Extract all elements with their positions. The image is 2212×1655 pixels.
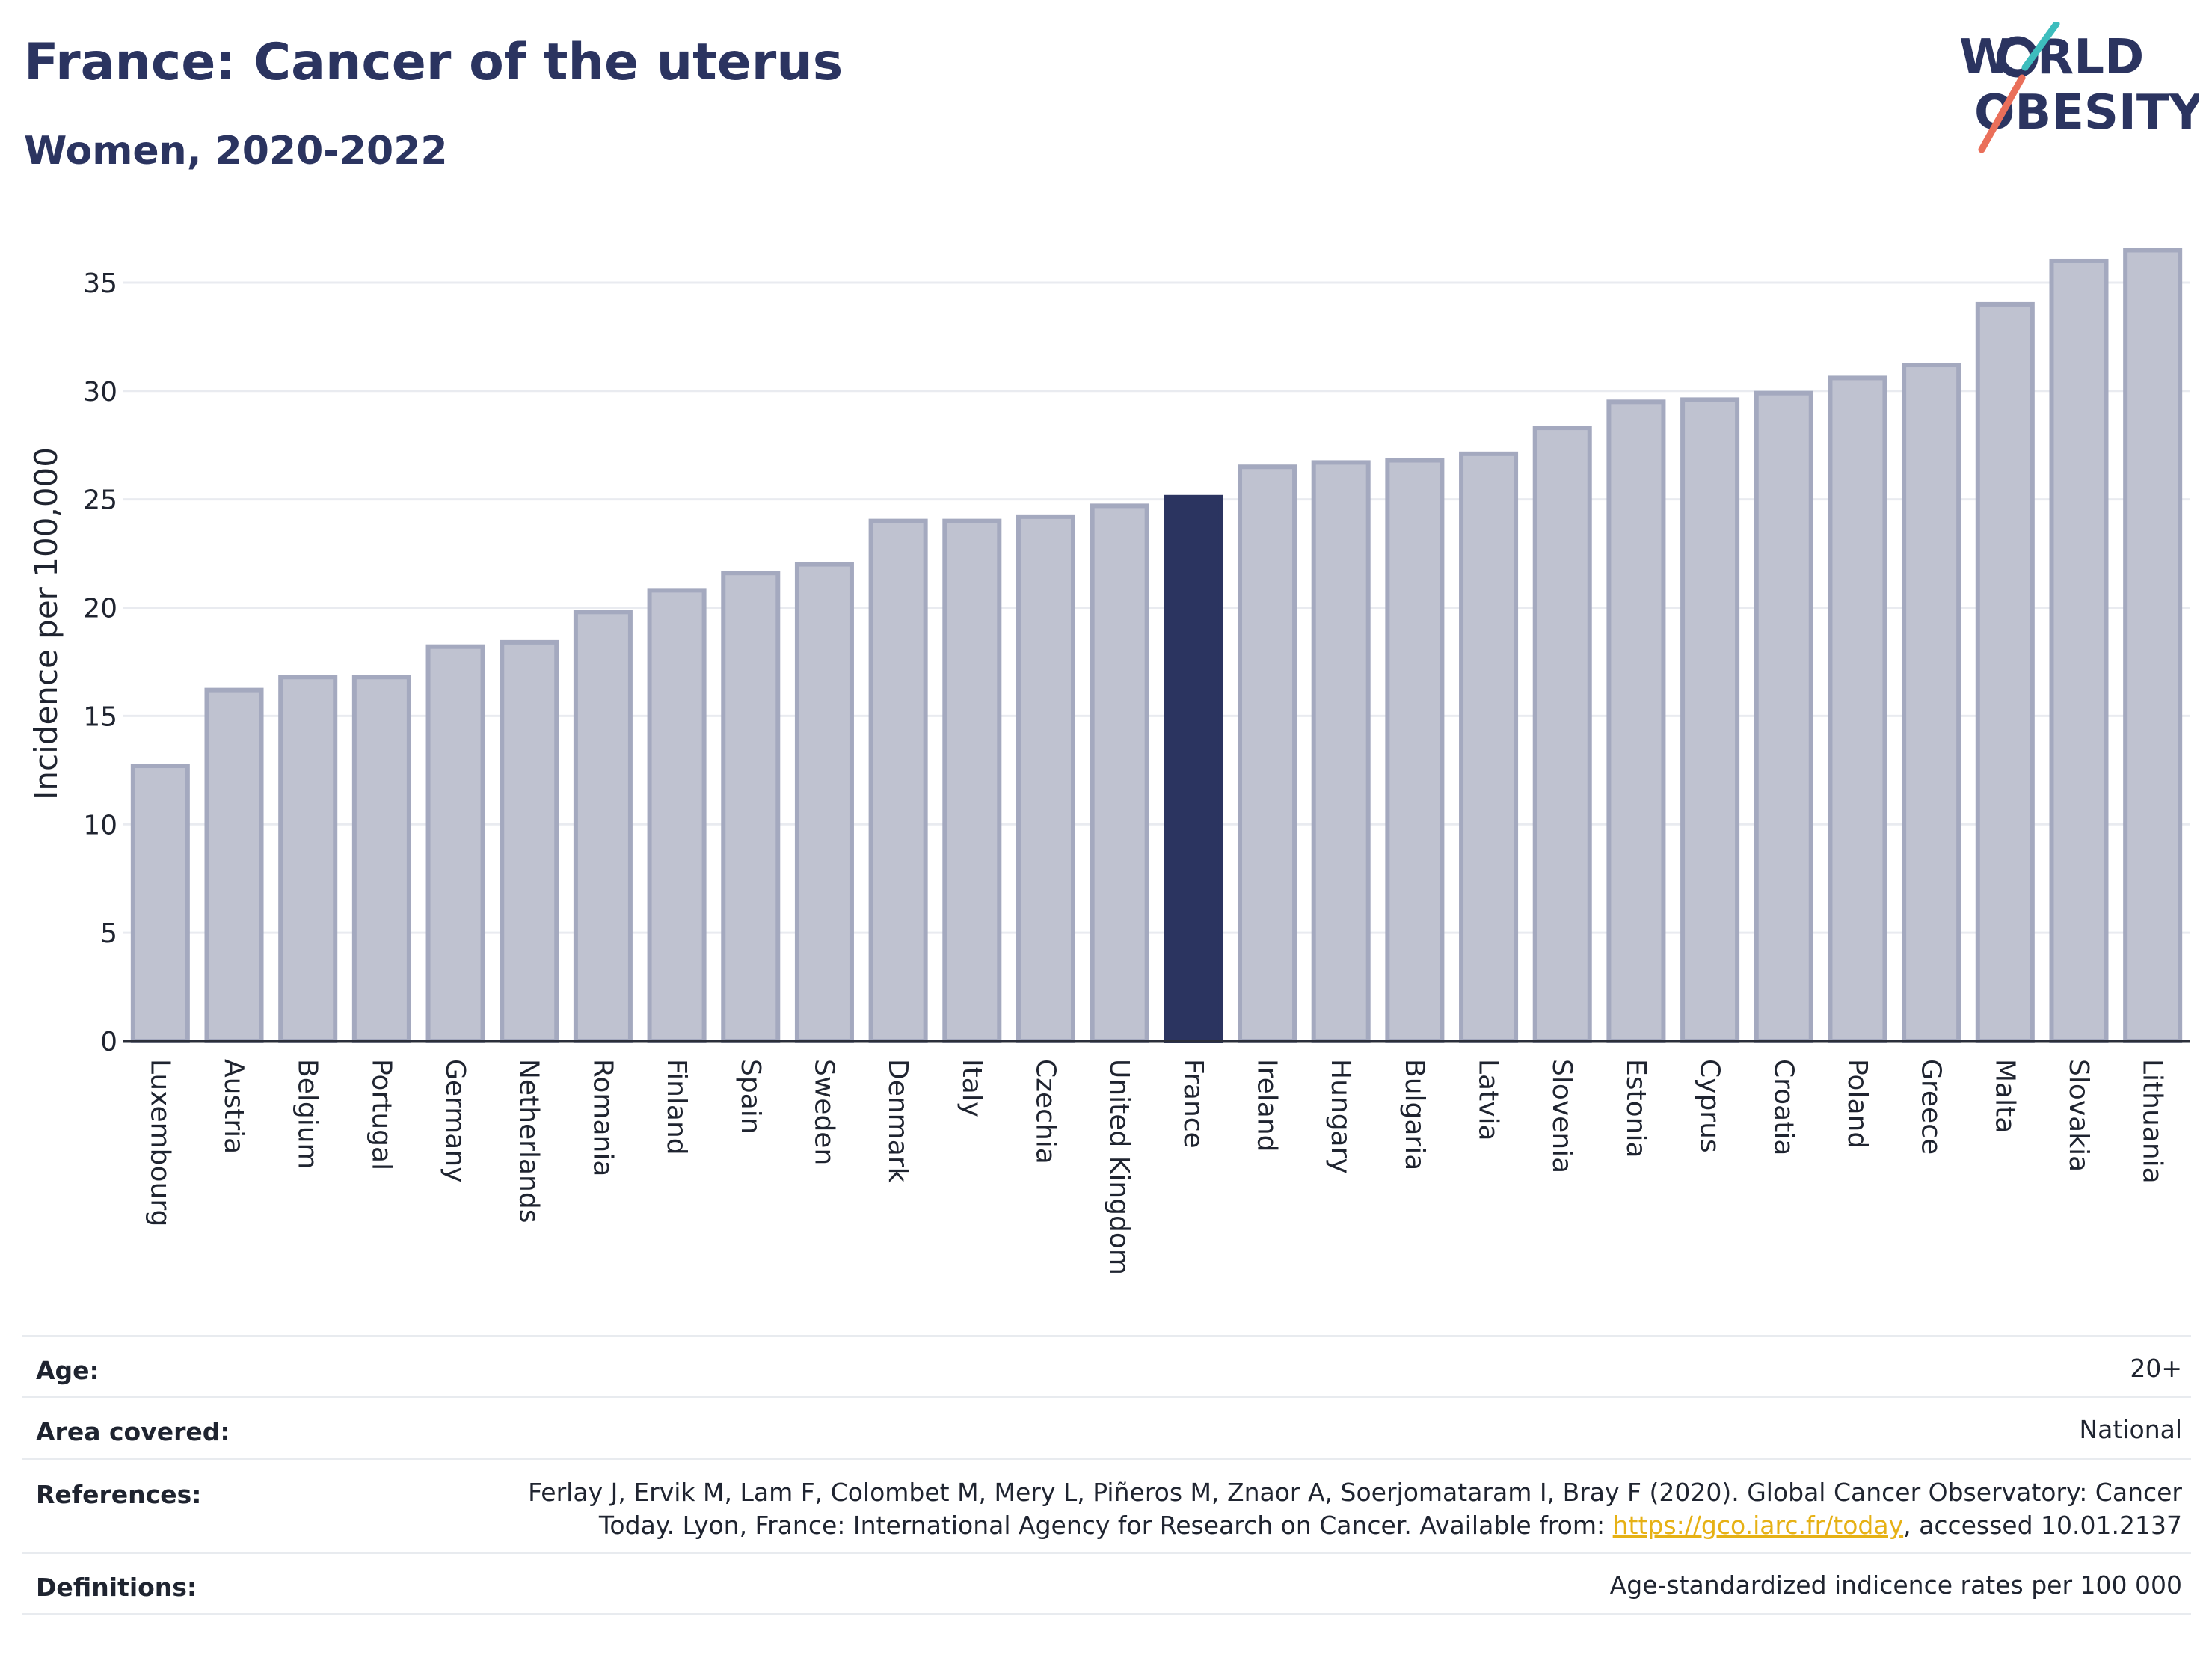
info-row-area: Area covered: National — [22, 1396, 2191, 1458]
area-value: National — [2079, 1415, 2182, 1444]
bar-hungary — [1311, 460, 1371, 1043]
references-line-2-end: , accessed 10.01.2137 — [1903, 1511, 2182, 1540]
references-link[interactable]: https://gco.iarc.fr/today — [1612, 1511, 1904, 1540]
bar-spain — [721, 571, 781, 1043]
y-tick-label: 35 — [83, 268, 117, 299]
info-table-bottom-border — [22, 1613, 2191, 1615]
logo-slash-coral — [1978, 74, 2026, 153]
bar-cyprus — [1680, 397, 1740, 1043]
references-line-2-start: Today. Lyon, France: International Agenc… — [598, 1511, 1613, 1540]
x-tick-label: France — [1178, 1059, 1208, 1149]
bar-france — [1164, 494, 1223, 1043]
x-tick-label: Netherlands — [514, 1059, 544, 1223]
bar-slovakia — [2049, 258, 2109, 1043]
x-axis-ticks: Luxembourg Austria Belgium Portugal Germany N… — [144, 1059, 2167, 1275]
x-tick-label: Belgium — [292, 1059, 323, 1170]
references-line-2: Today. Lyon, France: International Agenc… — [528, 1509, 2182, 1542]
info-row-references: References: Ferlay J, Ervik M, Lam F, Co… — [22, 1458, 2191, 1553]
y-tick-label: 0 — [100, 1027, 117, 1057]
bar-united-kingdom — [1090, 503, 1149, 1043]
bar-lithuania — [2123, 248, 2183, 1044]
x-tick-label: Estonia — [1620, 1059, 1651, 1158]
y-tick-label: 10 — [83, 810, 117, 841]
y-tick-label: 30 — [83, 377, 117, 408]
x-tick-label: Germany — [440, 1059, 470, 1182]
x-tick-label: Slovakia — [2063, 1059, 2094, 1172]
y-tick-label: 5 — [100, 918, 117, 949]
y-tick-label: 20 — [83, 594, 117, 624]
x-tick-label: Finland — [661, 1059, 692, 1155]
definitions-value: Age-standardized indicence rates per 100… — [1609, 1570, 2182, 1600]
references-value: Ferlay J, Ervik M, Lam F, Colombet M, Me… — [528, 1476, 2182, 1542]
definitions-label: Definitions: — [36, 1573, 197, 1602]
bar-luxembourg — [130, 764, 190, 1043]
chart-title: France: Cancer of the uterus — [24, 33, 844, 92]
x-tick-label: Denmark — [882, 1059, 913, 1183]
bar-portugal — [351, 675, 411, 1043]
y-tick-label: 15 — [83, 701, 117, 732]
bar-denmark — [868, 518, 928, 1043]
bar-poland — [1828, 375, 1887, 1044]
x-tick-label: United Kingdom — [1104, 1059, 1134, 1275]
bar-greece — [1902, 363, 1961, 1044]
x-tick-label: Spain — [735, 1059, 766, 1134]
bar-slovenia — [1532, 426, 1592, 1043]
bar-austria — [204, 687, 264, 1043]
bar-bulgaria — [1385, 458, 1445, 1043]
bar-chart: 0 5 10 15 20 25 30 35 Luxembourg Austria Belgium P… — [28, 248, 2190, 1275]
bar-netherlands — [500, 639, 559, 1043]
y-axis-ticks: 0 5 10 15 20 25 30 35 — [83, 268, 117, 1057]
x-tick-label: Czechia — [1030, 1059, 1060, 1164]
bar-sweden — [794, 562, 854, 1043]
bar-italy — [942, 518, 1002, 1043]
age-label: Age: — [36, 1356, 99, 1385]
world-obesity-logo: W RLD OBESITY — [1959, 22, 2199, 153]
x-tick-label: Cyprus — [1695, 1059, 1725, 1153]
x-tick-label: Ireland — [1252, 1059, 1282, 1152]
age-value: 20+ — [2130, 1354, 2182, 1383]
x-tick-label: Lithuania — [2137, 1059, 2168, 1184]
x-tick-label: Latvia — [1473, 1059, 1504, 1141]
logo-slash-teal — [2021, 22, 2060, 71]
chart-bars — [130, 248, 2183, 1044]
bar-belgium — [278, 675, 338, 1043]
bar-estonia — [1606, 399, 1666, 1043]
y-axis-label: Incidence per 100,000 — [28, 447, 64, 800]
x-tick-label: Portugal — [366, 1059, 396, 1170]
x-tick-label: Romania — [587, 1059, 618, 1176]
x-tick-label: Luxembourg — [144, 1059, 175, 1226]
logo-text-rld: RLD — [2037, 30, 2144, 85]
bar-czechia — [1016, 514, 1075, 1043]
bar-ireland — [1238, 464, 1297, 1043]
bar-finland — [647, 588, 707, 1043]
bar-latvia — [1459, 451, 1519, 1043]
x-tick-label: Poland — [1842, 1059, 1872, 1149]
y-tick-label: 25 — [83, 485, 117, 516]
bar-germany — [425, 644, 485, 1043]
x-tick-label: Croatia — [1768, 1059, 1798, 1155]
bar-malta — [1975, 301, 2035, 1043]
x-tick-label: Bulgaria — [1399, 1059, 1430, 1170]
chart-subtitle: Women, 2020-2022 — [24, 129, 448, 174]
area-label: Area covered: — [36, 1417, 230, 1446]
info-row-definitions: Definitions: Age-standardized indicence … — [22, 1552, 2191, 1614]
bar-romania — [573, 610, 633, 1043]
x-tick-label: Austria — [218, 1059, 249, 1154]
x-tick-label: Slovenia — [1546, 1059, 1577, 1173]
bar-croatia — [1754, 390, 1813, 1043]
x-tick-label: Greece — [1916, 1059, 1947, 1155]
x-tick-label: Malta — [1989, 1059, 2020, 1133]
references-label: References: — [36, 1480, 202, 1509]
x-tick-label: Italy — [956, 1059, 987, 1117]
x-tick-label: Hungary — [1325, 1059, 1356, 1174]
info-row-age: Age: 20+ — [22, 1335, 2191, 1397]
x-tick-label: Sweden — [808, 1059, 839, 1165]
references-line-1: Ferlay J, Ervik M, Lam F, Colombet M, Me… — [528, 1478, 2182, 1507]
